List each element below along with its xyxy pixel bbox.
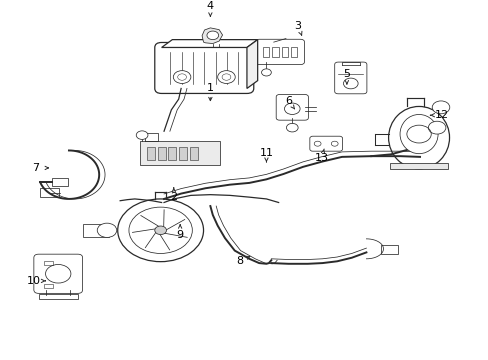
Bar [389,163,447,169]
Bar [43,284,53,288]
Bar [158,147,165,160]
Text: 11: 11 [259,148,273,158]
Circle shape [284,103,300,114]
Polygon shape [246,40,257,89]
Text: 10: 10 [27,276,41,286]
Bar [168,147,176,160]
Bar [52,178,68,186]
Circle shape [427,121,445,134]
Bar [272,48,278,58]
Circle shape [129,207,192,253]
Text: 2: 2 [170,192,177,202]
Text: 13: 13 [314,153,328,163]
Text: 12: 12 [434,110,448,120]
Circle shape [173,71,190,84]
Text: 5: 5 [343,69,350,79]
Bar [82,224,109,237]
Bar [189,147,197,160]
Text: 1: 1 [206,84,213,94]
Text: 6: 6 [285,96,291,106]
Text: 7: 7 [32,163,40,173]
Text: 9: 9 [176,230,183,239]
Circle shape [155,226,166,235]
Bar [281,48,287,58]
Circle shape [343,78,357,89]
Bar [263,48,269,58]
Bar [40,188,59,197]
Circle shape [97,223,117,238]
Bar [147,147,155,160]
Polygon shape [161,40,257,48]
Circle shape [431,101,449,114]
Circle shape [118,199,203,262]
Bar [140,141,220,165]
Polygon shape [202,28,222,44]
Text: 4: 4 [206,1,213,12]
Circle shape [286,123,298,132]
Bar [39,294,78,299]
Bar [380,245,397,254]
Circle shape [45,265,71,283]
Ellipse shape [399,114,437,154]
Circle shape [217,71,235,84]
Ellipse shape [388,107,448,169]
Circle shape [261,69,271,76]
Bar [179,147,186,160]
Circle shape [330,141,337,146]
Bar [43,261,53,265]
Text: 3: 3 [294,21,301,31]
Bar [290,48,297,58]
Circle shape [136,131,148,139]
Circle shape [314,141,321,146]
Text: 8: 8 [236,256,243,266]
Circle shape [206,31,218,40]
